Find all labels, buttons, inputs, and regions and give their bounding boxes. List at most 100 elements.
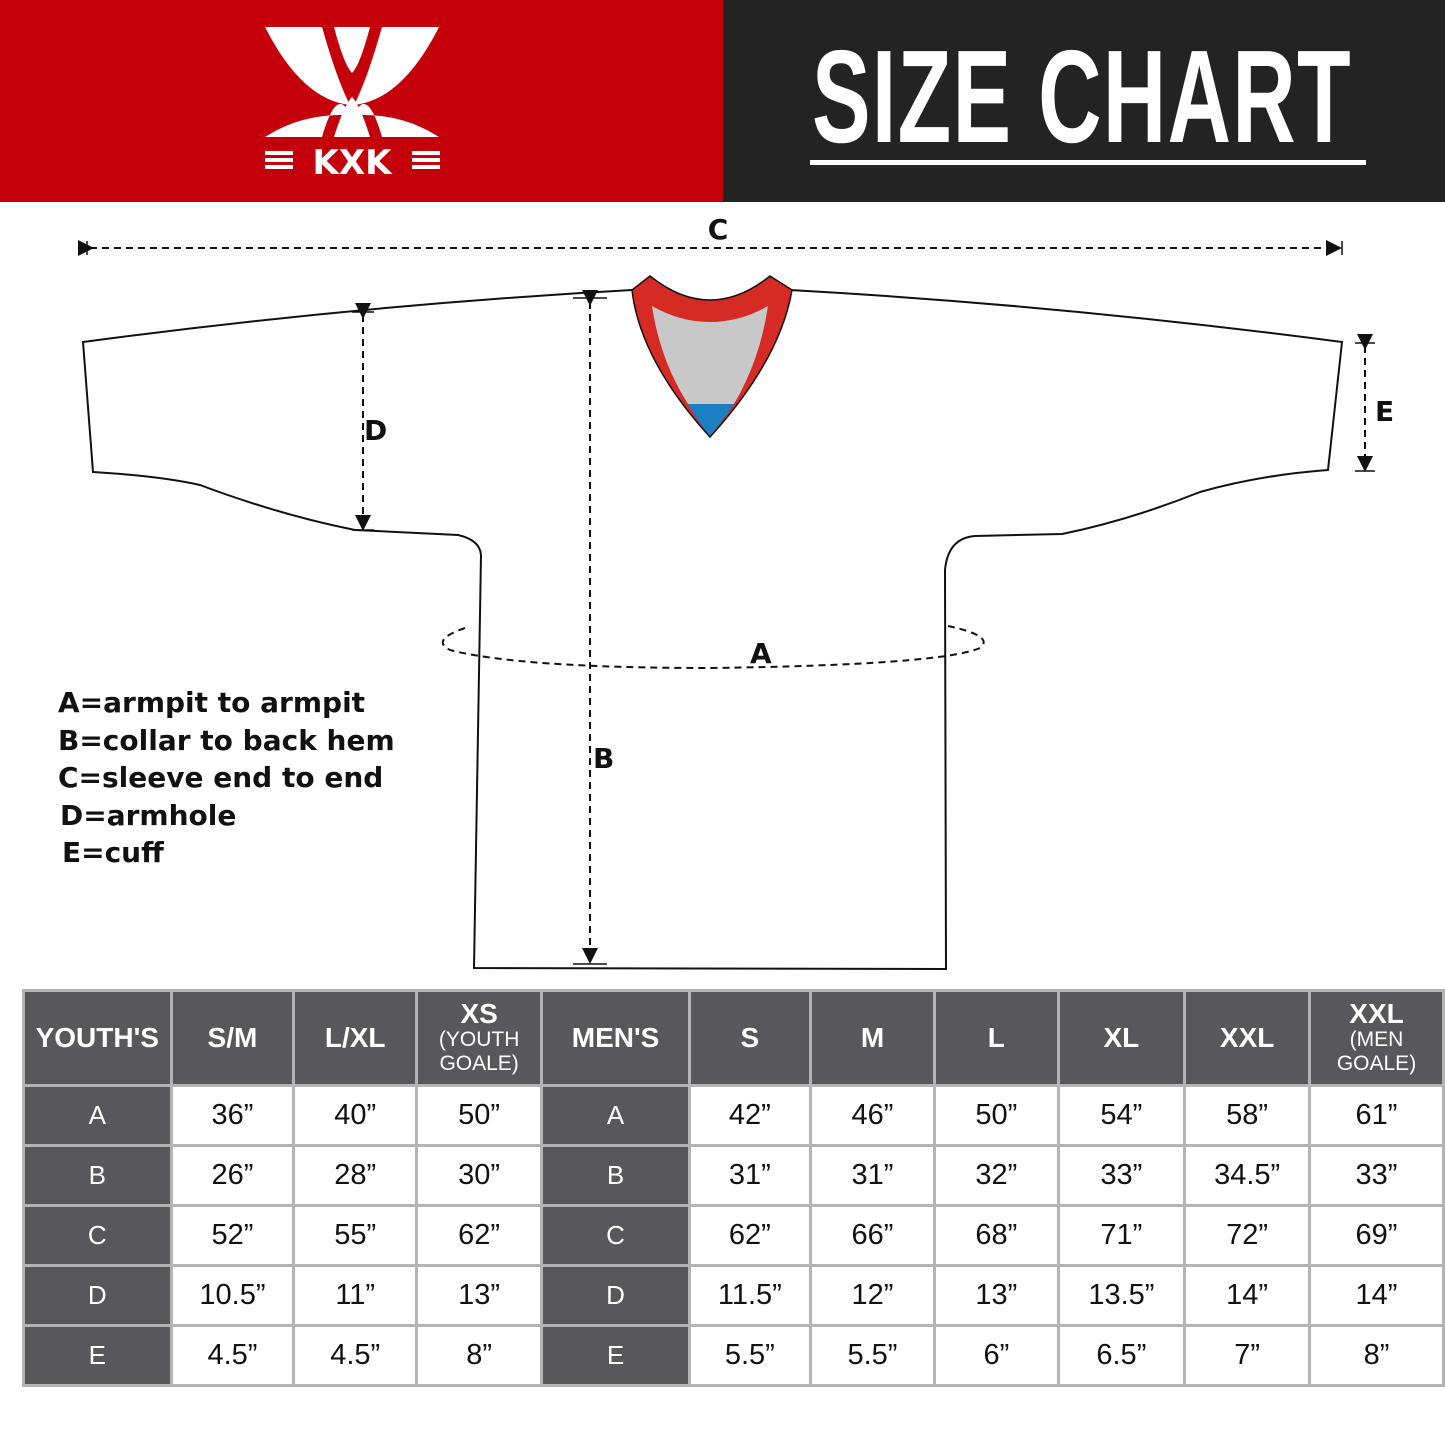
table-cell: 5.5” [808,1324,937,1387]
header-title-panel [723,0,1445,202]
header-men-s: S [687,989,812,1087]
table-cell: 13” [415,1264,544,1327]
jersey-diagram: C D B E A [78,213,1394,971]
header-mens: MEN'S [540,989,691,1087]
row-label-youth: B [22,1144,173,1207]
table-row: C 52” 55” 62” C 62” 66” 68” 71” 72” 69” [22,1204,1445,1267]
header-men-l: L [933,989,1060,1087]
table-cell: 42” [687,1084,812,1147]
row-label-youth: A [22,1084,173,1147]
table-cell: 5.5” [687,1324,812,1387]
header-mens-label: MEN'S [571,1022,660,1053]
row-label-men: E [540,1324,691,1387]
table-cell: 11” [292,1264,419,1327]
collar-tip [688,404,734,436]
header-men-xxl: XXL [1183,989,1312,1087]
table-cell: 8” [415,1324,544,1387]
table-cell: 40” [292,1084,419,1147]
table-cell: 14” [1308,1264,1445,1327]
table-cell: 31” [687,1144,812,1207]
size-table: YOUTH'S S/M L/XL XS (YOUTH GOALE) MEN'S S M L XL X… [22,989,1445,1387]
legend-item-a: A=armpit to armpit [58,686,366,719]
header-youth-l-xl-label: L/XL [324,1022,386,1053]
table-cell: 6.5” [1056,1324,1187,1387]
table-cell: 62” [687,1204,812,1267]
table-cell: 68” [933,1204,1060,1267]
table-cell: 32” [933,1144,1060,1207]
kxk-logo: KXK [265,27,440,180]
row-label-men: A [540,1084,691,1147]
table-cell: 50” [415,1084,544,1147]
row-label-men: C [540,1204,691,1267]
collar-inner [652,306,768,404]
label-e: E [1375,395,1394,428]
row-label-men: B [540,1144,691,1207]
table-cell: 13” [933,1264,1060,1327]
header-youth-xs: XS (YOUTH GOALE) [415,989,544,1087]
table-header-row: YOUTH'S S/M L/XL XS (YOUTH GOALE) MEN'S S M L XL X… [22,989,1445,1087]
table-cell: 46” [808,1084,937,1147]
table-cell: 6” [933,1324,1060,1387]
table-cell: 8” [1308,1324,1445,1387]
header-youths: YOUTH'S [22,989,173,1087]
table-row: B 26” 28” 30” B 31” 31” 32” 33” 34.5” 33” [22,1144,1445,1207]
measurement-legend: A=armpit to armpit B=collar to back hem … [58,684,395,872]
table-cell: 13.5” [1056,1264,1187,1327]
header-youths-label: YOUTH'S [35,1022,159,1053]
label-d: D [364,414,387,447]
table-cell: 54” [1056,1084,1187,1147]
table-cell: 28” [292,1144,419,1207]
table-cell: 12” [808,1264,937,1327]
table-cell: 4.5” [292,1324,419,1387]
table-row: A 36” 40” 50” A 42” 46” 50” 54” 58” 61” [22,1084,1445,1147]
row-label-youth: D [22,1264,173,1327]
header-men-xxl-goalie-label: XXL [1349,998,1404,1029]
row-label-youth: C [22,1204,173,1267]
table-cell: 14” [1183,1264,1312,1327]
header-youth-s-m: S/M [169,989,296,1087]
label-a: A [750,637,772,670]
table-cell: 11.5” [687,1264,812,1327]
table-row: E 4.5” 4.5” 8” E 5.5” 5.5” 6” 6.5” 7” 8” [22,1324,1445,1387]
table-row: D 10.5” 11” 13” D 11.5” 12” 13” 13.5” 14” 14” [22,1264,1445,1327]
table-cell: 55” [292,1204,419,1267]
table-cell: 7” [1183,1324,1312,1387]
header-youth-xs-label: XS [460,998,498,1029]
measure-a-line [441,625,985,670]
page-title: SIZE CHART [812,23,1352,170]
jersey-outline [81,289,1344,971]
table-cell: 66” [808,1204,937,1267]
label-c: C [708,213,729,246]
table-cell: 33” [1056,1144,1187,1207]
table-cell: 30” [415,1144,544,1207]
header-youth-xs-sublabel: (YOUTH GOALE) [438,1028,520,1075]
table-cell: 52” [169,1204,296,1267]
header-men-m-label: M [860,1022,885,1053]
table-cell: 62” [415,1204,544,1267]
row-label-youth: E [22,1324,173,1387]
table-cell: 72” [1183,1204,1312,1267]
header-men-m: M [808,989,937,1087]
header-youth-s-m-label: S/M [207,1022,258,1053]
logo-wordmark: KXK [313,143,394,180]
table-cell: 26” [169,1144,296,1207]
table-cell: 50” [933,1084,1060,1147]
table-cell: 34.5” [1183,1144,1312,1207]
legend-item-c: C=sleeve end to end [58,761,384,794]
legend-item-e: E=cuff [62,836,164,869]
legend-item-d: D=armhole [60,798,237,832]
table-cell: 36” [169,1084,296,1147]
table-cell: 4.5” [169,1324,296,1387]
table-cell: 33” [1308,1144,1445,1207]
table-cell: 31” [808,1144,937,1207]
header-men-s-label: S [740,1022,760,1053]
header-men-xxl-goalie-sublabel: (MEN GOALE) [1336,1028,1417,1075]
header-men-xl-label: XL [1103,1022,1140,1053]
title-underline [810,160,1366,165]
table-cell: 58” [1183,1084,1312,1147]
header-men-xl: XL [1056,989,1187,1087]
label-b: B [593,742,614,775]
table-cell: 61” [1308,1084,1445,1147]
table-cell: 71” [1056,1204,1187,1267]
header-men-xxl-label: XXL [1219,1022,1275,1053]
